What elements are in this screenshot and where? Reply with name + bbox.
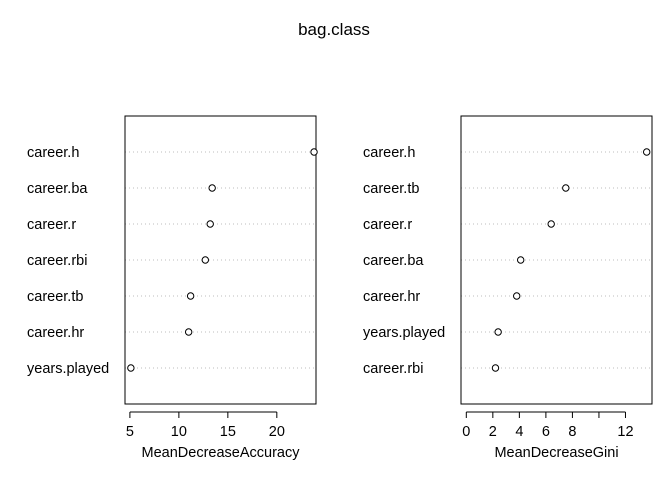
- category-label: career.r: [363, 217, 412, 233]
- data-point: [127, 364, 135, 372]
- data-point: [494, 328, 502, 336]
- category-label: years.played: [363, 325, 445, 341]
- data-point: [513, 292, 521, 300]
- data-point: [310, 148, 318, 156]
- category-label: career.rbi: [363, 361, 423, 377]
- category-label: career.hr: [363, 289, 420, 305]
- plot-frame: [124, 115, 317, 405]
- data-point: [516, 256, 525, 264]
- x-axis-label: MeanDecreaseGini: [494, 445, 618, 461]
- panel-mean-decrease-accuracy: career.h career.ba career.r career.rbi caree…: [27, 115, 318, 461]
- x-tick-label: 0: [462, 424, 470, 440]
- category-label: career.tb: [363, 181, 419, 197]
- x-tick-label: 2: [489, 424, 497, 440]
- x-tick-label: 5: [126, 424, 134, 440]
- category-label: years.played: [27, 361, 109, 377]
- x-tick-label: 20: [269, 424, 285, 440]
- category-label: career.r: [27, 217, 76, 233]
- chart-title: bag.class: [298, 20, 370, 39]
- x-tick-label: 10: [171, 424, 187, 440]
- x-tick-label: 15: [220, 424, 236, 440]
- data-point: [562, 184, 570, 192]
- data-point: [547, 220, 555, 228]
- category-label: career.tb: [27, 289, 83, 305]
- data-point: [208, 184, 216, 192]
- category-label: career.h: [363, 145, 415, 161]
- data-point: [491, 364, 500, 372]
- data-point: [186, 292, 195, 300]
- x-tick-label: 4: [515, 424, 523, 440]
- category-label: career.hr: [27, 325, 84, 341]
- data-point: [184, 328, 193, 336]
- category-label: career.h: [27, 145, 79, 161]
- plot-frame: [460, 115, 653, 405]
- x-tick-label: 6: [542, 424, 550, 440]
- category-label: career.ba: [363, 253, 424, 269]
- x-tick-label: 12: [617, 424, 633, 440]
- data-point: [642, 148, 651, 156]
- data-point: [206, 220, 214, 228]
- data-point: [201, 256, 210, 264]
- category-label: career.ba: [27, 181, 88, 197]
- x-tick-label: 8: [568, 424, 576, 440]
- panel-mean-decrease-gini: career.h career.tb career.r career.ba career…: [363, 115, 653, 461]
- x-axis-label: MeanDecreaseAccuracy: [142, 445, 301, 461]
- category-label: career.rbi: [27, 253, 87, 269]
